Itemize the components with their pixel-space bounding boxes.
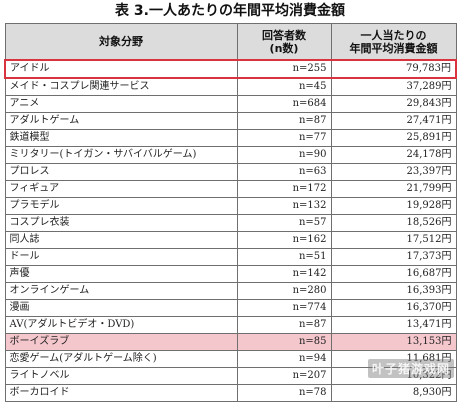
category-cell: ドール	[4, 248, 238, 266]
respondents-cell: n=684	[236, 95, 332, 113]
respondents-cell: n=774	[236, 299, 332, 317]
amount-cell: 27,471円	[330, 112, 457, 130]
table-row: 同人誌 n=162 17,512円	[4, 231, 457, 249]
respondents-cell: n=280	[236, 282, 332, 300]
amount-cell: 37,289円	[330, 77, 457, 96]
category-cell: プロレス	[4, 163, 238, 181]
table-row: 恋愛ゲーム(アダルトゲーム除く) n=94 11,681円	[4, 350, 457, 368]
amount-cell: 24,178円	[330, 146, 457, 164]
respondents-cell: n=94	[236, 350, 332, 368]
header-spend: 一人当たりの 年間平均消費金額	[330, 23, 457, 61]
amount-cell: 16,370円	[330, 299, 457, 317]
respondents-cell: n=172	[236, 180, 332, 198]
respondents-cell: n=45	[236, 77, 332, 96]
table-header-row: 対象分野 回答者数 (n数) 一人当たりの 年間平均消費金額	[4, 23, 457, 61]
table-row: 漫画 n=774 16,370円	[4, 299, 457, 317]
respondents-cell: n=78	[236, 384, 332, 402]
amount-cell: 13,471円	[330, 316, 457, 334]
respondents-cell: n=77	[236, 129, 332, 147]
respondents-cell: n=63	[236, 163, 332, 181]
header-respondents: 回答者数 (n数)	[236, 23, 332, 61]
table-row: オンラインゲーム n=280 16,393円	[4, 282, 457, 300]
category-cell: 同人誌	[4, 231, 238, 249]
category-cell: メイド・コスプレ関連サービス	[4, 77, 238, 96]
category-cell: プラモデル	[4, 197, 238, 215]
respondents-cell: n=90	[236, 146, 332, 164]
header-spend-line1: 一人当たりの	[360, 28, 427, 42]
amount-cell: 17,512円	[330, 231, 457, 249]
category-cell: アイドル	[4, 59, 238, 79]
amount-cell: 16,687円	[330, 265, 457, 283]
amount-cell: 19,928円	[330, 197, 457, 215]
table-row: 声優 n=142 16,687円	[4, 265, 457, 283]
table-row: プロレス n=63 23,397円	[4, 163, 457, 181]
category-cell: ミリタリー(トイガン・サバイバルゲーム)	[4, 146, 238, 164]
table-row: ミリタリー(トイガン・サバイバルゲーム) n=90 24,178円	[4, 146, 457, 164]
amount-cell: 21,799円	[330, 180, 457, 198]
amount-cell: 13,153円	[330, 333, 457, 351]
table-row: フィギュア n=172 21,799円	[4, 180, 457, 198]
amount-cell: 23,397円	[330, 163, 457, 181]
header-respondents-line1: 回答者数	[262, 28, 306, 42]
header-category: 対象分野	[4, 23, 238, 61]
amount-cell: 18,526円	[330, 214, 457, 232]
table-row: プラモデル n=132 19,928円	[4, 197, 457, 215]
category-cell: フィギュア	[4, 180, 238, 198]
header-respondents-line2: (n数)	[269, 41, 299, 55]
table-caption: 表 3.一人あたりの年間平均消費金額	[115, 3, 345, 19]
amount-cell: 79,783円	[330, 59, 457, 79]
category-cell: ボーイズラブ	[4, 333, 238, 351]
amount-cell: 8,930円	[330, 384, 457, 402]
amount-cell: 29,843円	[330, 95, 457, 113]
table-row: 鉄道模型 n=77 25,891円	[4, 129, 457, 147]
amount-cell: 17,373円	[330, 248, 457, 266]
respondents-cell: n=87	[236, 316, 332, 334]
respondents-cell: n=207	[236, 367, 332, 385]
table-row: AV(アダルトビデオ・DVD) n=87 13,471円	[4, 316, 457, 334]
respondents-cell: n=57	[236, 214, 332, 232]
header-spend-line2: 年間平均消費金額	[349, 41, 438, 55]
table-row: ボーイズラブ n=85 13,153円	[4, 333, 457, 351]
category-cell: ボーカロイド	[4, 384, 238, 402]
category-cell: 鉄道模型	[4, 129, 238, 147]
respondents-cell: n=255	[236, 59, 332, 79]
respondents-cell: n=87	[236, 112, 332, 130]
table-row: アニメ n=684 29,843円	[4, 95, 457, 113]
respondents-cell: n=162	[236, 231, 332, 249]
respondents-cell: n=142	[236, 265, 332, 283]
category-cell: アダルトゲーム	[4, 112, 238, 130]
respondents-cell: n=132	[236, 197, 332, 215]
category-cell: AV(アダルトビデオ・DVD)	[4, 316, 238, 334]
table-row: アイドル n=255 79,783円	[4, 59, 457, 79]
table-row: ボーカロイド n=78 8,930円	[4, 384, 457, 402]
category-cell: オンラインゲーム	[4, 282, 238, 300]
respondents-cell: n=85	[236, 333, 332, 351]
category-cell: 恋愛ゲーム(アダルトゲーム除く)	[4, 350, 238, 368]
amount-cell: 16,393円	[330, 282, 457, 300]
respondents-cell: n=51	[236, 248, 332, 266]
category-cell: コスプレ衣装	[4, 214, 238, 232]
category-cell: アニメ	[4, 95, 238, 113]
category-cell: 漫画	[4, 299, 238, 317]
table-row: メイド・コスプレ関連サービス n=45 37,289円	[4, 77, 457, 96]
spending-table: 対象分野 回答者数 (n数) 一人当たりの 年間平均消費金額 アイドル n=255…	[4, 23, 457, 402]
category-cell: 声優	[4, 265, 238, 283]
amount-cell: 25,891円	[330, 129, 457, 147]
table-row: コスプレ衣装 n=57 18,526円	[4, 214, 457, 232]
site-watermark: 叶子猪游戏网	[367, 359, 454, 378]
table-row: アダルトゲーム n=87 27,471円	[4, 112, 457, 130]
table-row: ドール n=51 17,373円	[4, 248, 457, 266]
category-cell: ライトノベル	[4, 367, 238, 385]
